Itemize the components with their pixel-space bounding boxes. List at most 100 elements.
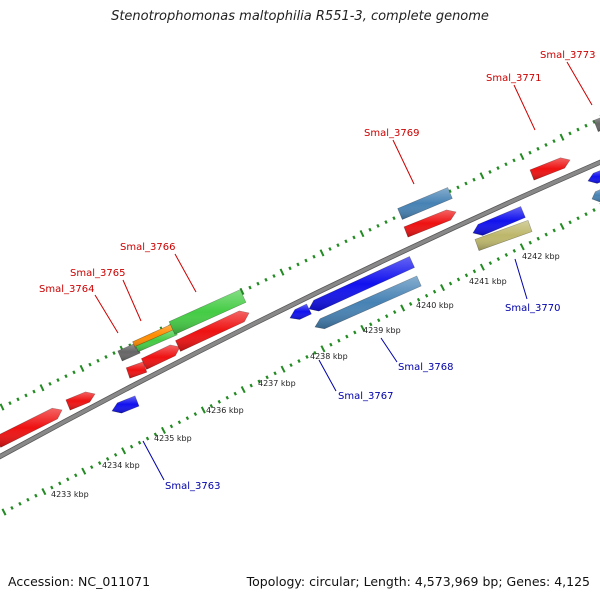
- map-title: Stenotrophomonas maltophilia R551-3, com…: [111, 9, 489, 24]
- reverse-tick: [576, 216, 580, 221]
- forward-tick: [312, 254, 316, 259]
- forward-tick: [504, 162, 508, 167]
- forward-tick: [448, 189, 452, 194]
- map-labels: Smal_3764 Smal_3765 Smal_3766 Smal_3769 …: [39, 50, 595, 499]
- gene-arrow-red: [0, 407, 63, 448]
- reverse-tick: [504, 253, 509, 257]
- forward-tick: [248, 285, 252, 290]
- reverse-tick: [320, 345, 326, 353]
- forward-tick: [39, 384, 45, 392]
- gene-arrow-steel-shade: [397, 187, 453, 220]
- reverse-tick: [305, 355, 309, 359]
- reverse-tick: [240, 386, 246, 394]
- gene-label-smal-3763[interactable]: Smal_3763: [165, 481, 220, 492]
- leader-line: [174, 253, 197, 293]
- reverse-tick: [74, 473, 78, 478]
- forward-tick: [592, 119, 596, 124]
- reverse-tick: [568, 220, 572, 225]
- gene-arrow-red-shade: [126, 361, 147, 379]
- reverse-tick: [233, 391, 237, 396]
- reverse-tick: [41, 488, 47, 496]
- gene-arrow-blue: [308, 256, 415, 312]
- gene-arrow-blue-shade: [588, 170, 600, 184]
- reverse-tick: [89, 465, 94, 470]
- gene-label-smal-3771[interactable]: Smal_3771: [486, 73, 541, 84]
- kbp-label-4239: 4239 kbp: [363, 326, 401, 335]
- reverse-tick: [34, 493, 38, 498]
- gene-label-smal-3769[interactable]: Smal_3769: [364, 128, 419, 139]
- forward-tick: [256, 281, 260, 286]
- forward-tick: [279, 268, 285, 276]
- reverse-tick: [448, 281, 453, 286]
- leader-line: [514, 258, 528, 300]
- forward-tick: [456, 185, 460, 190]
- gene-arrow-gray: [593, 117, 600, 132]
- reverse-tick: [97, 461, 102, 465]
- leader-line: [380, 337, 398, 363]
- gene-arrow-gray-shade: [593, 117, 600, 132]
- forward-tick: [8, 401, 12, 406]
- forward-tick: [488, 170, 492, 174]
- reverse-tick: [137, 440, 142, 445]
- kbp-label-4233: 4233 kbp: [51, 490, 89, 499]
- forward-tick: [568, 131, 572, 136]
- gene-arrow-blue-shade: [290, 304, 312, 320]
- reverse-tick: [552, 228, 556, 233]
- reverse-tick: [496, 257, 501, 261]
- leader-line: [122, 279, 142, 322]
- gene-label-smal-3764[interactable]: Smal_3764: [39, 284, 94, 295]
- gene-arrow-red-shade: [0, 408, 62, 448]
- forward-tick: [0, 403, 5, 411]
- leader-line: [392, 139, 415, 185]
- gene-arrow-red-shade: [530, 157, 570, 181]
- gene-arrow-khaki: [474, 220, 533, 251]
- leader-line: [142, 440, 165, 481]
- reverse-tick: [105, 457, 110, 461]
- genome-backbone: [0, 159, 600, 460]
- gene-arrow-blue: [587, 170, 600, 184]
- gene-label-smal-3765[interactable]: Smal_3765: [70, 268, 125, 279]
- forward-tick: [88, 362, 92, 367]
- gene-label-smal-3767[interactable]: Smal_3767: [338, 391, 393, 402]
- forward-tick: [79, 364, 85, 373]
- reverse-tick: [169, 424, 174, 429]
- forward-tick: [584, 123, 588, 128]
- reverse-tick: [193, 412, 198, 417]
- reverse-tick: [360, 324, 366, 332]
- leader-line: [566, 61, 593, 106]
- gene-arrow-blue: [472, 206, 526, 236]
- reverse-tick: [416, 297, 421, 302]
- kbp-label-4237: 4237 kbp: [258, 379, 296, 388]
- kbp-label-4236: 4236 kbp: [206, 406, 244, 415]
- reverse-tick: [185, 416, 190, 421]
- reverse-tick: [519, 243, 525, 251]
- gene-arrow-steel-shade: [315, 276, 422, 329]
- reverse-tick: [265, 375, 269, 380]
- forward-tick: [464, 181, 468, 186]
- gene-arrow-red: [175, 310, 250, 352]
- forward-tick: [559, 133, 565, 141]
- gene-arrow-steel: [314, 275, 422, 330]
- reverse-tick: [289, 363, 293, 368]
- reverse-tick: [377, 318, 381, 323]
- reverse-tick: [536, 236, 540, 241]
- forward-tick: [552, 139, 556, 144]
- kbp-label-4240: 4240 kbp: [416, 301, 454, 310]
- forward-tick: [359, 230, 365, 238]
- gene-label-smal-3766[interactable]: Smal_3766: [120, 242, 175, 253]
- reverse-tick: [209, 403, 214, 408]
- gene-arrow-blue-shade: [112, 395, 139, 414]
- reverse-tick: [408, 301, 413, 306]
- reverse-tick: [1, 508, 7, 516]
- reverse-tick: [512, 248, 517, 253]
- gene-label-smal-3773[interactable]: Smal_3773: [540, 50, 595, 61]
- leader-line: [94, 294, 119, 334]
- forward-tick: [272, 274, 276, 278]
- gene-arrow-red: [125, 361, 148, 379]
- reverse-tick: [488, 261, 493, 266]
- gene-label-smal-3770[interactable]: Smal_3770: [505, 303, 560, 314]
- gene-label-smal-3768[interactable]: Smal_3768: [398, 362, 453, 373]
- gene-arrow-blue-shade: [309, 256, 415, 312]
- reverse-tick: [353, 330, 357, 335]
